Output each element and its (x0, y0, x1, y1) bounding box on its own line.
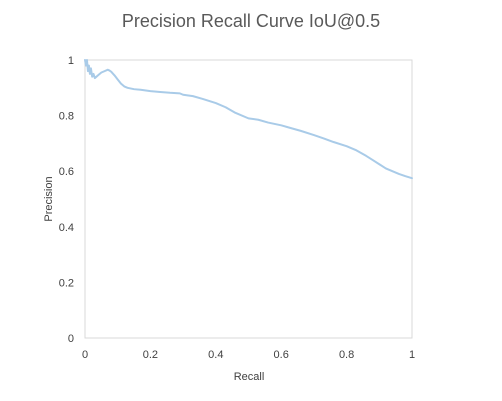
y-tick-label: 0.2 (59, 277, 74, 289)
x-axis-ticks: 0 0.2 0.4 0.6 0.8 1 (82, 349, 415, 361)
y-axis-title: Precision (43, 176, 55, 221)
y-tick-label: 0 (68, 333, 74, 345)
y-axis-ticks: 0 0.2 0.4 0.6 0.8 1 (59, 55, 74, 345)
y-tick-label: 0.8 (59, 111, 74, 123)
y-tick-label: 0.4 (59, 222, 74, 234)
x-tick-label: 0.8 (339, 349, 354, 361)
x-tick-label: 1 (409, 349, 415, 361)
x-tick-label: 0.2 (143, 349, 158, 361)
x-tick-label: 0 (82, 349, 88, 361)
y-tick-label: 1 (68, 55, 74, 67)
x-tick-label: 0.4 (208, 349, 223, 361)
x-axis-title: Recall (234, 371, 265, 383)
chart-title: Precision Recall Curve IoU@0.5 (122, 11, 380, 31)
y-tick-label: 0.6 (59, 166, 74, 178)
x-tick-label: 0.6 (274, 349, 289, 361)
plot-area (85, 60, 412, 338)
